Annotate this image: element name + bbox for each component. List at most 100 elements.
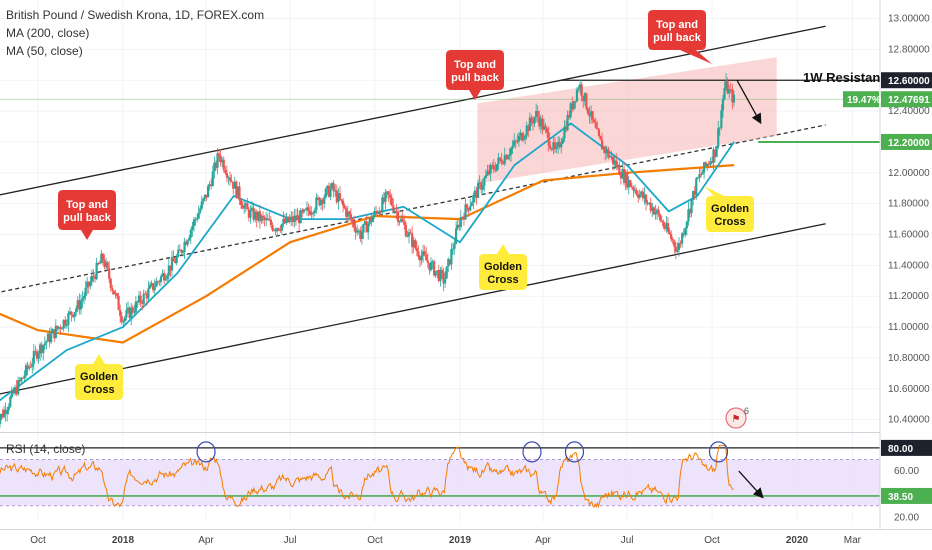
rsi-band xyxy=(0,459,880,506)
candle-body xyxy=(729,89,732,91)
candle-body xyxy=(599,135,602,140)
candle-body xyxy=(444,278,447,284)
price-tick-label: 10.40000 xyxy=(888,415,930,426)
rsi-down-arrow xyxy=(738,470,764,499)
channel-lower-line xyxy=(0,223,826,395)
candle-body xyxy=(145,293,148,299)
candle-body xyxy=(687,209,690,222)
candle-body xyxy=(560,143,563,148)
candle-body xyxy=(225,173,229,178)
candle-body xyxy=(109,278,112,289)
candle-body xyxy=(577,88,580,90)
candle-body xyxy=(29,366,32,368)
candle-body xyxy=(34,351,37,353)
candle-body xyxy=(315,197,318,210)
callout-top2-line1: Top and xyxy=(454,59,496,71)
candle-body xyxy=(189,230,192,238)
candle-body xyxy=(221,159,224,163)
candle-body xyxy=(250,207,254,210)
candle-body xyxy=(506,156,509,160)
candle-body xyxy=(115,293,119,296)
candle-body xyxy=(509,148,513,155)
candle-body xyxy=(720,110,723,128)
candle-body xyxy=(663,226,666,229)
candle-body xyxy=(337,193,340,203)
candle-body xyxy=(525,125,528,136)
candle-body xyxy=(112,290,115,295)
candle-body xyxy=(597,129,601,136)
candle-body xyxy=(654,212,657,215)
candle-body xyxy=(57,327,61,329)
candle-body xyxy=(0,414,2,421)
candle-body xyxy=(707,163,710,165)
candle-body xyxy=(279,229,282,231)
candle-body xyxy=(487,170,491,174)
candle-body xyxy=(155,281,158,287)
support-price-tag: 12.20000 xyxy=(888,138,930,149)
candle-body xyxy=(541,118,544,130)
candle-body xyxy=(571,103,574,110)
candle-body xyxy=(326,185,329,189)
candle-body xyxy=(7,406,10,411)
candle-body xyxy=(618,164,621,176)
candle-body xyxy=(726,80,729,94)
candle-body xyxy=(484,174,488,178)
candle-body xyxy=(323,197,326,204)
candle-body xyxy=(629,180,632,187)
candle-body xyxy=(195,218,199,220)
legend-rsi: RSI (14, close) xyxy=(6,442,86,456)
candle-body xyxy=(522,138,525,141)
candle-body xyxy=(363,221,367,225)
candle-body xyxy=(238,186,241,201)
candle-body xyxy=(539,118,542,127)
candle-body xyxy=(285,216,288,224)
candle-body xyxy=(370,217,373,223)
candle-body xyxy=(185,241,188,245)
candle-body xyxy=(329,188,332,197)
candle-body xyxy=(622,169,626,183)
candle-body xyxy=(332,183,335,192)
candle-body xyxy=(139,295,142,303)
candle-body xyxy=(679,243,682,245)
candle-body xyxy=(263,217,266,221)
candle-body xyxy=(652,207,655,215)
candle-body xyxy=(681,233,684,244)
candle-body xyxy=(616,164,619,168)
candle-body xyxy=(721,99,725,111)
candle-body xyxy=(222,159,225,170)
candle-body xyxy=(203,194,207,199)
candle-body xyxy=(480,182,483,190)
candle-body xyxy=(142,293,145,304)
candle-body xyxy=(447,259,450,267)
candle-body xyxy=(128,307,131,318)
badge-count: 6 xyxy=(744,406,749,416)
candle-body xyxy=(290,216,293,220)
support-price-tag-bg xyxy=(881,133,932,150)
candle-body xyxy=(45,341,48,344)
candle-body xyxy=(18,380,21,382)
candle-body xyxy=(381,197,384,213)
candle-body xyxy=(588,113,591,117)
candle-body xyxy=(613,160,616,165)
candle-body xyxy=(81,298,84,302)
candle-body xyxy=(389,194,392,198)
candle-body xyxy=(24,365,28,376)
candle-body xyxy=(568,115,571,118)
candle-body xyxy=(141,302,144,304)
callout-gc1-line1: Golden xyxy=(80,371,118,383)
candle-body xyxy=(649,202,652,211)
candle-body xyxy=(476,183,480,198)
candle-body xyxy=(580,84,583,97)
candle-body xyxy=(398,221,401,223)
candle-body xyxy=(558,141,561,148)
candle-body xyxy=(32,351,35,364)
candle-body xyxy=(604,146,607,154)
candle-body xyxy=(715,146,718,157)
candle-body xyxy=(321,199,324,204)
candle-body xyxy=(239,200,243,206)
callout-gc3-line1: Golden xyxy=(711,203,749,215)
candle-body xyxy=(626,172,629,188)
candle-body xyxy=(137,295,141,303)
candle-body xyxy=(555,146,558,149)
